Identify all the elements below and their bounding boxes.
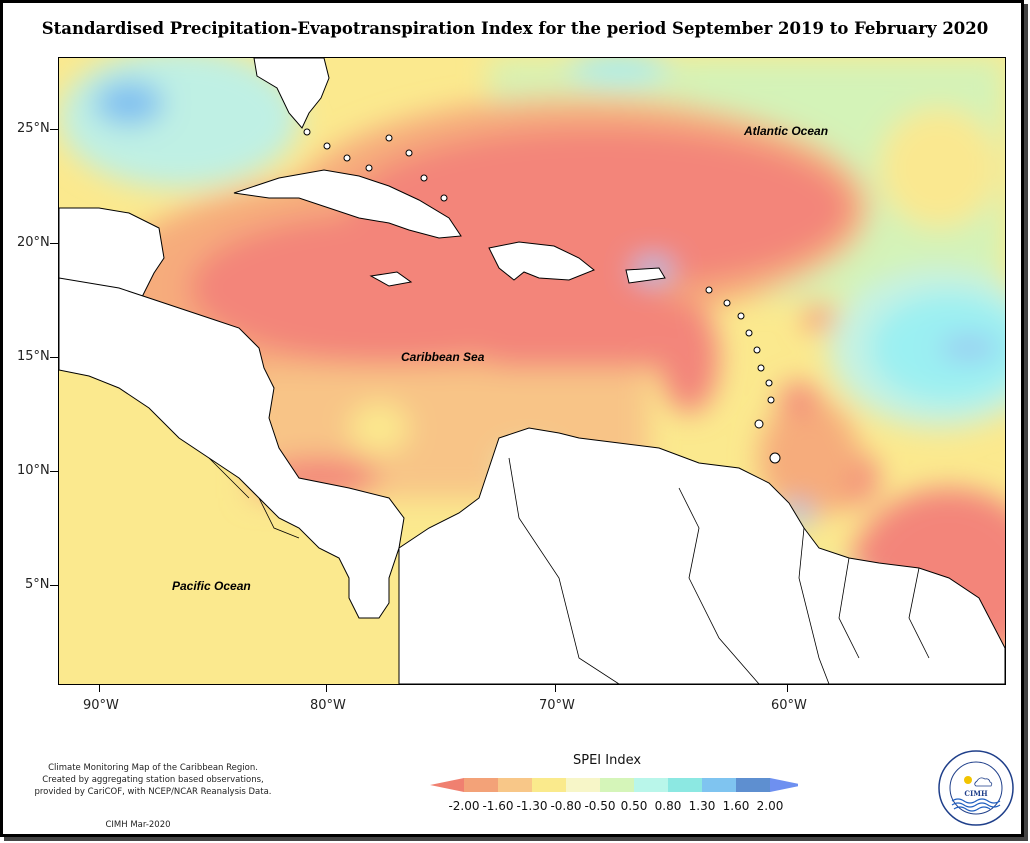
- lon-tick: [99, 684, 100, 692]
- logo-center-text: CIMH: [964, 789, 988, 798]
- legend-color-cell: [498, 778, 532, 792]
- lon-label: 90°W: [83, 698, 119, 713]
- cimh-logo: CIMH: [938, 750, 1014, 826]
- lon-tick: [555, 684, 556, 692]
- cloud-icon: [974, 777, 993, 787]
- sun-icon: [964, 776, 972, 784]
- lat-tick: [50, 243, 58, 244]
- description-line: Climate Monitoring Map of the Caribbean …: [48, 763, 258, 773]
- legend-color-cell: [736, 778, 770, 792]
- legend-color-cell: [532, 778, 566, 792]
- land-masses: [59, 58, 1005, 684]
- legend-tick-label: 1.30: [688, 799, 716, 813]
- pacific-ocean-label: Pacific Ocean: [172, 579, 251, 593]
- lon-label: 70°W: [539, 698, 575, 713]
- lat-label: 10°N: [17, 463, 50, 478]
- description-line: Created by aggregating station based obs…: [42, 775, 264, 785]
- borders: [208, 457, 930, 684]
- legend-color-cell: [702, 778, 736, 792]
- lat-label: 25°N: [17, 121, 50, 136]
- legend-color-cell: [566, 778, 600, 792]
- legend-color-cell: [464, 778, 498, 792]
- legend-title: SPEI Index: [573, 753, 642, 768]
- legend-color-cell: [668, 778, 702, 792]
- legend-tick-label: -2.00: [448, 799, 480, 813]
- caribbean-sea-label: Caribbean Sea: [401, 350, 485, 364]
- lon-tick: [787, 684, 788, 692]
- description-line: provided by CariCOF, with NCEP/NCAR Rean…: [34, 787, 272, 797]
- legend-color-cell: [770, 778, 798, 792]
- lon-label: 80°W: [310, 698, 346, 713]
- lat-label: 15°N: [17, 349, 50, 364]
- legend-tick-label: -1.30: [516, 799, 548, 813]
- legend-colorbar: [430, 778, 798, 792]
- lat-tick: [50, 471, 58, 472]
- credit-text: CIMH Mar-2020: [105, 820, 171, 830]
- legend-tick-label: -1.60: [482, 799, 514, 813]
- lon-label: 60°W: [771, 698, 807, 713]
- lat-label: 5°N: [25, 577, 50, 592]
- lon-tick: [326, 684, 327, 692]
- map-title: Standardised Precipitation-Evapotranspir…: [41, 19, 989, 38]
- legend-color-cell: [600, 778, 634, 792]
- legend-tick-label: 0.80: [654, 799, 682, 813]
- lat-label: 20°N: [17, 235, 50, 250]
- spei-map: [59, 58, 1005, 684]
- map-panel: Atlantic Ocean Caribbean Sea Pacific Oce…: [58, 57, 1006, 685]
- lat-tick: [50, 129, 58, 130]
- map-description: Climate Monitoring Map of the Caribbean …: [23, 762, 283, 798]
- legend-tick-label: -0.50: [584, 799, 616, 813]
- lat-tick: [50, 357, 58, 358]
- atlantic-ocean-label: Atlantic Ocean: [744, 124, 829, 138]
- legend-tick-label: 0.50: [620, 799, 648, 813]
- legend-tick-label: -0.80: [550, 799, 582, 813]
- legend-color-cell: [634, 778, 668, 792]
- legend-color-cell: [430, 778, 464, 792]
- legend-tick-label: 1.60: [722, 799, 750, 813]
- lat-tick: [50, 585, 58, 586]
- legend-tick-label: 2.00: [756, 799, 784, 813]
